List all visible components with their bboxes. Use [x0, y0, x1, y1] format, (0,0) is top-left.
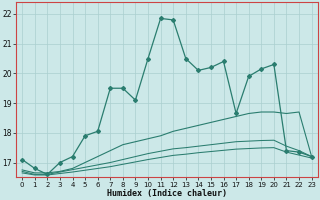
X-axis label: Humidex (Indice chaleur): Humidex (Indice chaleur): [107, 189, 227, 198]
